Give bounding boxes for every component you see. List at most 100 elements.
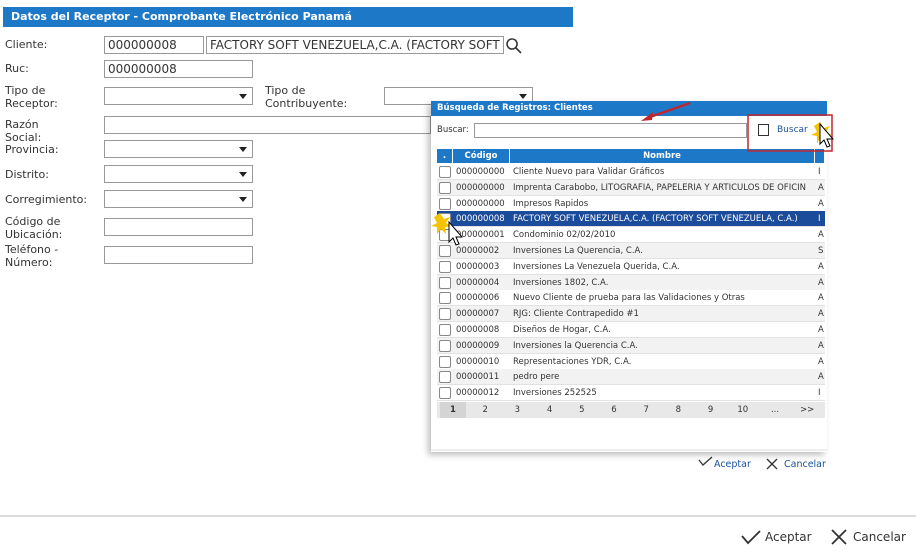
field-label: Ruc: xyxy=(5,62,29,75)
cell-name: RJG: Cliente Contrapedido #1 xyxy=(513,309,639,320)
row-checkbox[interactable] xyxy=(439,371,451,384)
search-icon[interactable] xyxy=(506,38,522,54)
select[interactable] xyxy=(104,87,253,105)
select[interactable] xyxy=(104,190,253,208)
select[interactable] xyxy=(104,140,253,158)
cell-name: Inversiones 1802, C.A. xyxy=(513,277,609,288)
cell-name: FACTORY SOFT VENEZUELA,C.A. (FACTORY SOF… xyxy=(513,214,798,225)
text-input[interactable] xyxy=(104,218,253,236)
cell-status: I xyxy=(818,214,821,225)
table-row[interactable] xyxy=(437,322,825,338)
page-link[interactable]: >> xyxy=(800,405,815,415)
page-link[interactable]: 8 xyxy=(675,405,682,415)
footer-accept[interactable]: Aceptar xyxy=(765,530,812,544)
page-link[interactable]: 2 xyxy=(482,405,488,415)
page-link[interactable]: 9 xyxy=(707,405,714,415)
table-row[interactable] xyxy=(437,369,825,386)
table-row[interactable] xyxy=(437,243,825,259)
table-row[interactable] xyxy=(437,164,825,180)
table-row[interactable] xyxy=(437,353,825,370)
column-header xyxy=(815,149,825,163)
cell-name: Imprenta Carabobo, LITOGRAFIA, PAPELERIA… xyxy=(513,182,807,193)
field-label: Razón Social: xyxy=(5,118,42,144)
text-input[interactable] xyxy=(104,246,253,264)
field-label: Código de Ubicación: xyxy=(5,215,63,241)
table-row[interactable] xyxy=(437,385,825,402)
page-link[interactable]: 4 xyxy=(546,405,553,415)
cell-code: 00000010 xyxy=(456,356,500,367)
accept-button[interactable]: Aceptar xyxy=(714,459,751,470)
row-checkbox[interactable] xyxy=(439,260,451,273)
cancel-button[interactable]: Cancelar xyxy=(784,459,826,470)
cell-status: A xyxy=(818,293,824,304)
cell-name: Inversiones 252525 xyxy=(513,388,597,399)
text-input[interactable] xyxy=(104,116,431,134)
row-checkbox[interactable] xyxy=(439,292,451,305)
page-link[interactable]: 6 xyxy=(611,405,617,415)
text-input[interactable]: 000000008 xyxy=(104,36,204,54)
table-row[interactable] xyxy=(437,179,825,196)
row-checkbox[interactable] xyxy=(439,387,451,400)
cell-code: 00000012 xyxy=(456,388,500,399)
table-row[interactable] xyxy=(437,211,825,228)
cell-code: 00000006 xyxy=(456,293,500,304)
cell-code: 00000002 xyxy=(456,246,500,256)
cell-code: 00000003 xyxy=(456,261,500,272)
cell-status: A xyxy=(818,230,824,241)
row-checkbox[interactable] xyxy=(439,308,451,321)
cell-code: 000000001 xyxy=(456,230,505,241)
cell-status: A xyxy=(818,261,824,272)
page-link[interactable]: ... xyxy=(770,405,780,415)
row-checkbox[interactable] xyxy=(439,324,451,336)
page-link[interactable]: 5 xyxy=(579,405,585,415)
row-checkbox[interactable] xyxy=(439,197,451,210)
cell-code: 00000009 xyxy=(456,340,500,351)
search-button-icon[interactable] xyxy=(758,124,769,136)
cell-status: A xyxy=(818,182,824,193)
cell-code: 000000000 xyxy=(456,198,505,209)
footer-cancel[interactable]: Cancelar xyxy=(853,530,906,544)
text-input[interactable]: FACTORY SOFT VENEZUELA,C.A. (FACTORY SOF… xyxy=(206,36,504,54)
page-link[interactable]: 10 xyxy=(737,405,749,415)
search-button[interactable]: Buscar xyxy=(777,125,808,135)
page-link[interactable]: 3 xyxy=(514,405,521,415)
cell-name: Representaciones YDR, C.A. xyxy=(513,356,632,367)
field-label: Cliente: xyxy=(5,38,48,51)
cell-status: A xyxy=(818,372,824,383)
cell-code: 000000008 xyxy=(456,214,505,225)
page-link[interactable]: 1 xyxy=(440,402,466,418)
cell-code: 00000011 xyxy=(456,372,500,383)
table-row[interactable] xyxy=(437,227,825,244)
cell-code: 00000007 xyxy=(456,309,500,320)
row-checkbox[interactable] xyxy=(439,181,451,194)
row-checkbox[interactable] xyxy=(439,355,451,368)
page-link[interactable]: 7 xyxy=(643,405,649,415)
table-row[interactable] xyxy=(437,306,825,323)
cell-name: Condominio 02/02/2010 xyxy=(513,230,616,241)
row-checkbox[interactable] xyxy=(439,339,451,352)
cell-name: Inversiones La Venezuela Querida, C.A. xyxy=(513,261,680,272)
cell-name: Inversiones La Querencia, C.A. xyxy=(513,246,643,256)
cell-status: A xyxy=(818,309,824,320)
row-checkbox[interactable] xyxy=(439,166,451,178)
field-label: Tipo de Contribuyente: xyxy=(265,84,348,110)
table-row[interactable] xyxy=(437,337,825,354)
search-input[interactable] xyxy=(474,123,747,138)
select[interactable] xyxy=(104,165,253,183)
table-row[interactable] xyxy=(437,290,825,307)
row-checkbox[interactable] xyxy=(439,245,451,257)
cell-name: Inversiones la Querencia C.A. xyxy=(513,340,638,351)
text-input[interactable]: 000000008 xyxy=(104,60,253,78)
table-row[interactable] xyxy=(437,258,825,275)
table-row[interactable] xyxy=(437,195,825,212)
cell-status: I xyxy=(818,388,821,399)
table-row[interactable] xyxy=(437,274,825,291)
cell-code: 00000004 xyxy=(456,277,500,288)
cell-status: A xyxy=(818,325,824,335)
cell-status: A xyxy=(818,198,824,209)
field-label: Corregimiento: xyxy=(5,193,88,206)
row-checkbox[interactable] xyxy=(439,276,451,289)
field-label: Tipo de Receptor: xyxy=(5,84,58,110)
